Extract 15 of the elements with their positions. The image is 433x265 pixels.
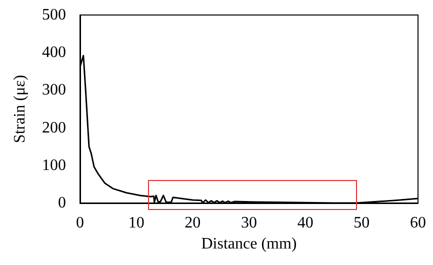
y-tick-label: 400	[42, 44, 66, 62]
x-axis-title: Distance (mm)	[201, 235, 297, 252]
x-tick-label: 20	[184, 214, 201, 232]
y-tick-label: 0	[58, 194, 66, 212]
x-tick-label: 60	[410, 214, 426, 232]
y-axis-title: Strain (με)	[12, 74, 28, 144]
y-tick-label: 500	[42, 6, 66, 24]
x-tick-label: 0	[76, 214, 84, 232]
y-tick-label: 100	[42, 156, 66, 174]
x-tick-label: 50	[354, 214, 370, 232]
y-tick-label: 200	[42, 119, 66, 136]
x-tick-label: 40	[297, 214, 314, 232]
x-tick-label: 10	[128, 214, 144, 232]
x-tick-label: 30	[241, 214, 257, 232]
y-tick-label: 300	[42, 82, 66, 99]
